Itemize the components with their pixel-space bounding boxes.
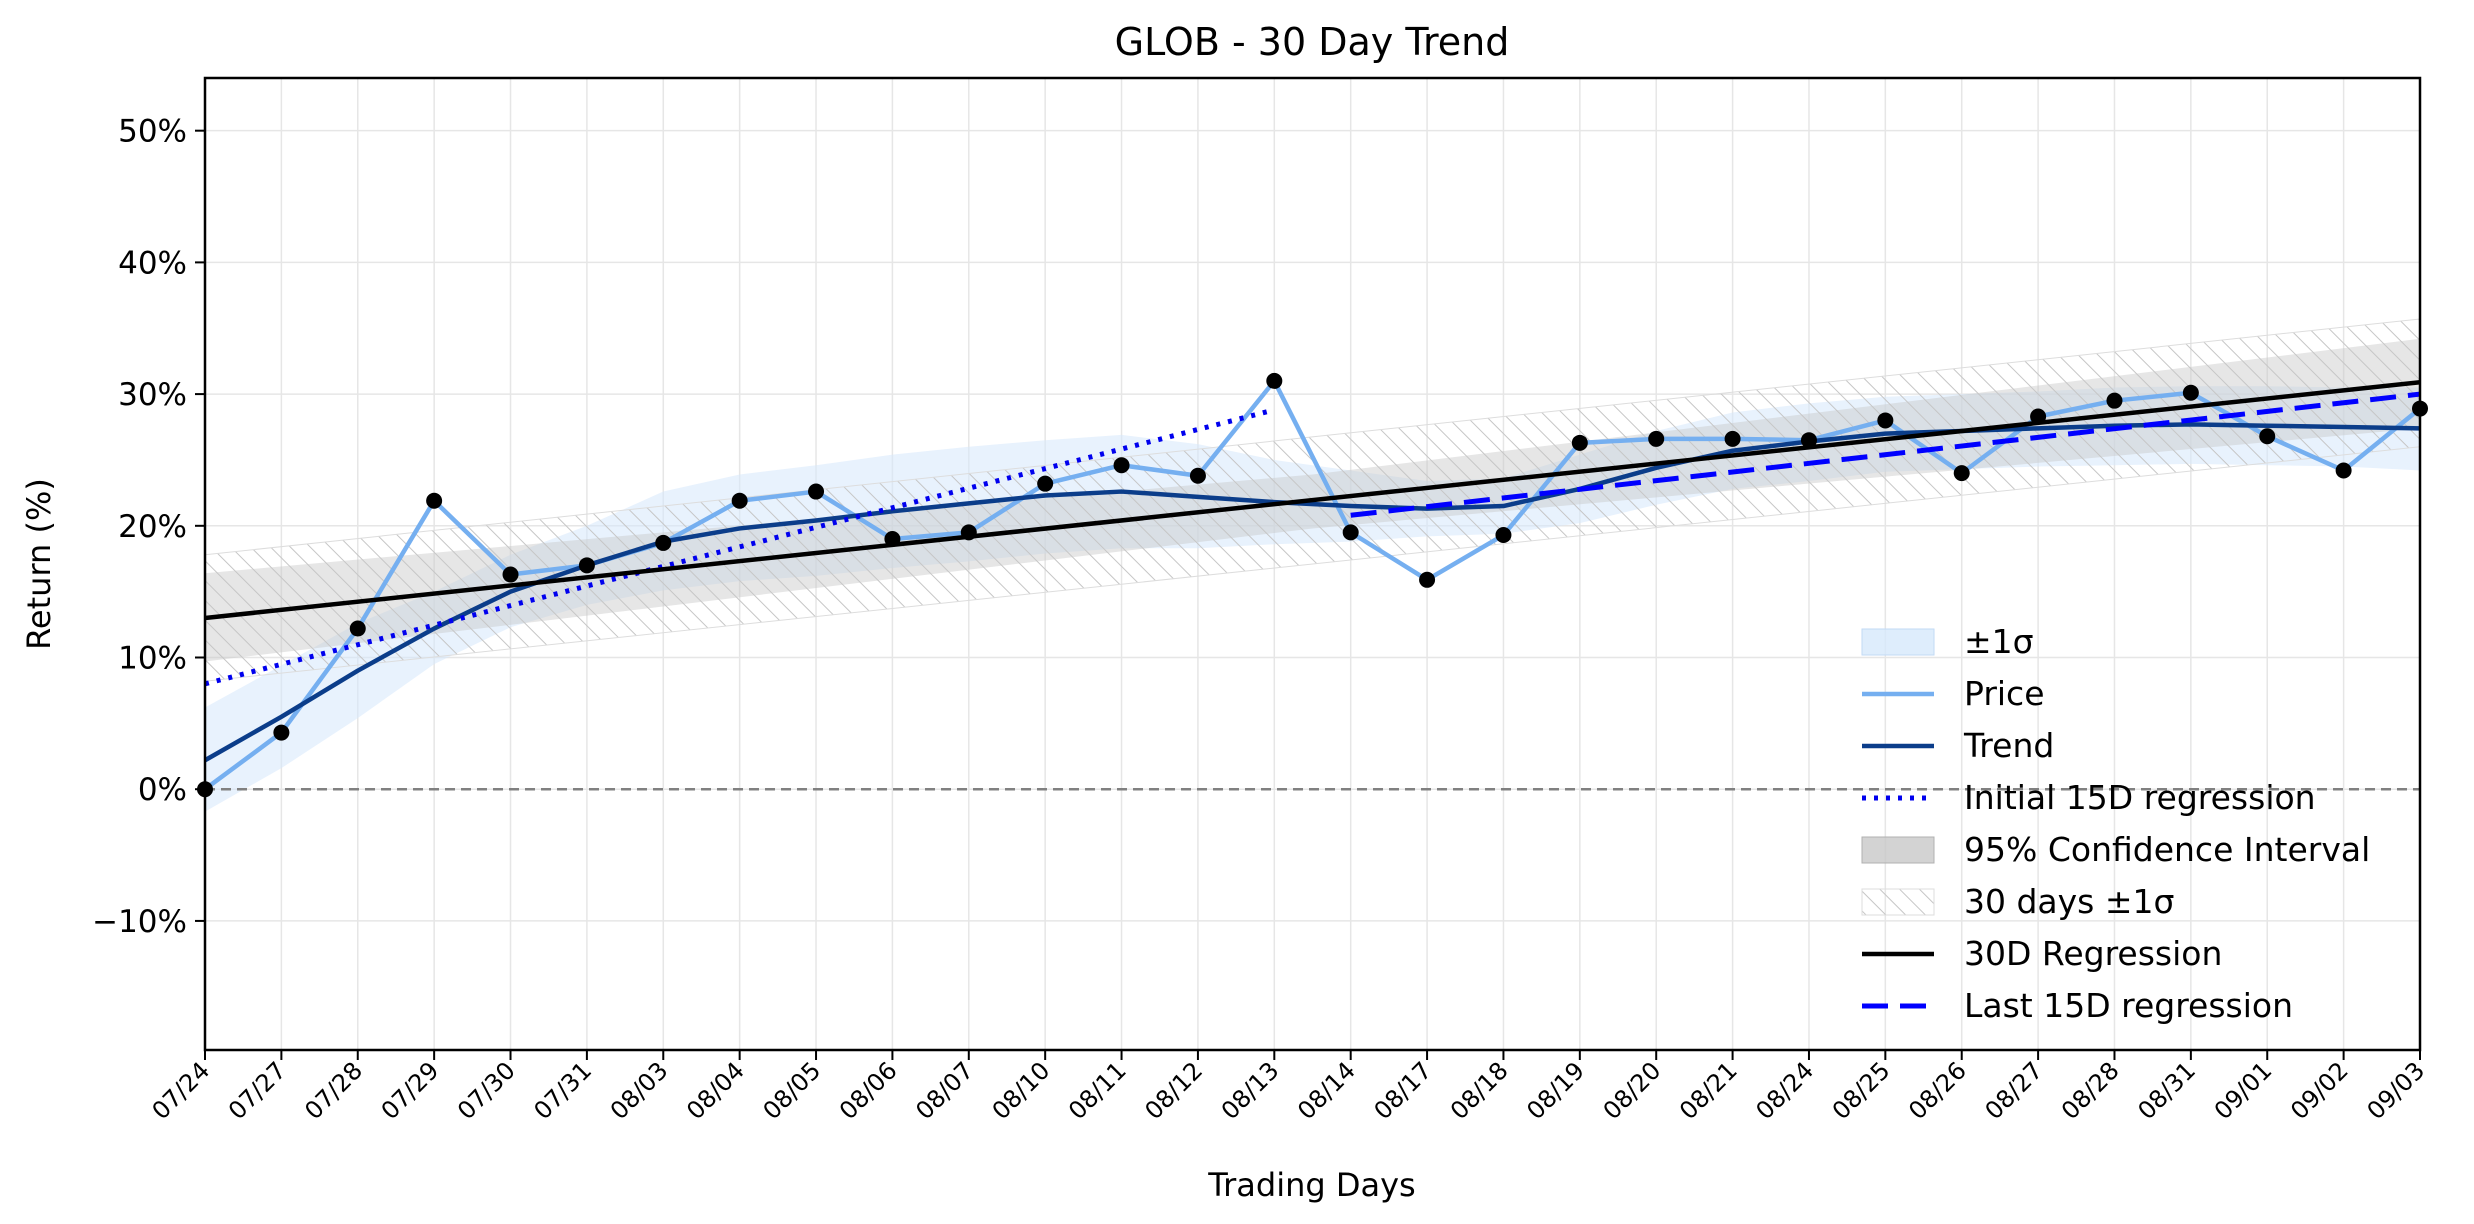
bands	[205, 318, 2420, 812]
x-tick-label: 08/31	[2132, 1056, 2201, 1125]
price-point	[1800, 432, 1817, 449]
price-point	[2259, 428, 2276, 445]
price-point	[1113, 457, 1130, 474]
x-tick-label: 07/31	[528, 1056, 597, 1125]
series-last-15d-regression	[1350, 391, 2420, 518]
x-axis-ticks: 07/24 07/27 07/28 07/29 07/30 07/31 08/03 08/04…	[147, 1050, 2431, 1125]
y-tick-label: 20%	[118, 509, 187, 545]
plot-frame	[203, 76, 2422, 1052]
x-tick-label: 08/10	[987, 1056, 1056, 1125]
legend-label: Trend	[1963, 726, 2054, 765]
price-point	[1189, 467, 1206, 484]
series-price	[205, 378, 2420, 792]
x-tick-label: 08/17	[1369, 1056, 1438, 1125]
price-point	[1724, 430, 1741, 447]
price-point	[1419, 571, 1436, 588]
x-tick-label: 08/11	[1063, 1056, 1132, 1125]
y-tick-label: 0%	[138, 772, 187, 808]
price-point	[2030, 408, 2047, 425]
y-tick-label: −10%	[92, 904, 187, 940]
price-point	[1266, 372, 1283, 389]
legend-label: Initial 15D regression	[1964, 778, 2316, 817]
band--1-	[205, 386, 2420, 812]
x-tick-label: 07/28	[299, 1056, 368, 1125]
x-tick-label: 08/18	[1445, 1056, 1514, 1125]
price-point	[2182, 384, 2199, 401]
price-point	[1648, 430, 1665, 447]
x-tick-label: 09/02	[2285, 1056, 2354, 1125]
y-tick-label: 50%	[118, 114, 187, 150]
price-point	[1571, 434, 1588, 451]
x-tick-label: 09/01	[2209, 1056, 2278, 1125]
price-point	[1953, 465, 1970, 482]
price-point	[2106, 392, 2123, 409]
x-tick-label: 07/30	[452, 1056, 521, 1125]
legend-label: Price	[1964, 674, 2045, 713]
price-point	[578, 557, 595, 574]
legend: ±1σ Price Trend Initial 15D regression 95% C…	[1861, 622, 2370, 1025]
y-tick-label: 30%	[118, 377, 187, 413]
y-axis-ticks: −10% 0% 10% 20% 30% 40% 50%	[92, 114, 205, 940]
x-axis-label: Trading Days	[1207, 1166, 1415, 1204]
series-initial-15d-regression	[205, 407, 1275, 687]
x-tick-label: 08/06	[834, 1056, 903, 1125]
price-point	[655, 534, 672, 551]
chart-title: GLOB - 30 Day Trend	[1115, 20, 1510, 64]
x-tick-label: 07/24	[147, 1056, 216, 1125]
price-point	[349, 620, 366, 637]
x-tick-label: 08/07	[910, 1056, 979, 1125]
y-tick-label: 10%	[118, 641, 187, 677]
price-point	[2335, 462, 2352, 479]
series-trend	[205, 422, 2420, 763]
x-tick-label: 08/14	[1292, 1056, 1361, 1125]
x-tick-label: 07/29	[376, 1056, 445, 1125]
x-tick-label: 08/05	[758, 1056, 827, 1125]
price-point	[426, 492, 443, 509]
x-tick-label: 08/28	[2056, 1056, 2125, 1125]
legend-label: ±1σ	[1964, 622, 2034, 661]
series-lines	[205, 378, 2420, 792]
legend-swatch	[1861, 836, 1935, 864]
price-point	[1877, 412, 1894, 429]
price-point	[1495, 527, 1512, 544]
legend-swatch	[1861, 888, 1935, 916]
legend-label: Last 15D regression	[1964, 986, 2293, 1025]
x-tick-label: 09/03	[2362, 1056, 2431, 1125]
price-point	[502, 566, 519, 583]
x-tick-label: 08/13	[1216, 1056, 1285, 1125]
y-axis-label: Return (%)	[20, 478, 58, 650]
x-tick-label: 08/21	[1674, 1056, 1743, 1125]
x-tick-label: 08/12	[1139, 1056, 1208, 1125]
legend-label: 30 days ±1σ	[1964, 882, 2174, 921]
price-point	[273, 724, 290, 741]
legend-swatch	[1861, 628, 1935, 656]
price-point	[884, 530, 901, 547]
x-tick-label: 08/04	[681, 1056, 750, 1125]
price-point	[808, 483, 825, 500]
x-tick-label: 08/24	[1750, 1056, 1819, 1125]
x-tick-label: 08/19	[1521, 1056, 1590, 1125]
price-point	[960, 524, 977, 541]
x-tick-label: 08/25	[1827, 1056, 1896, 1125]
price-point	[731, 492, 748, 509]
price-point	[1342, 524, 1359, 541]
legend-label: 95% Confidence Interval	[1964, 830, 2370, 869]
x-tick-label: 08/20	[1598, 1056, 1667, 1125]
x-tick-label: 08/26	[1903, 1056, 1972, 1125]
x-tick-label: 08/03	[605, 1056, 674, 1125]
x-tick-label: 07/27	[223, 1056, 292, 1125]
series-30d-regression	[205, 380, 2420, 621]
price-point	[1037, 475, 1054, 492]
y-tick-label: 40%	[118, 245, 187, 281]
x-tick-label: 08/27	[1980, 1056, 2049, 1125]
legend-label: 30D Regression	[1964, 934, 2222, 973]
